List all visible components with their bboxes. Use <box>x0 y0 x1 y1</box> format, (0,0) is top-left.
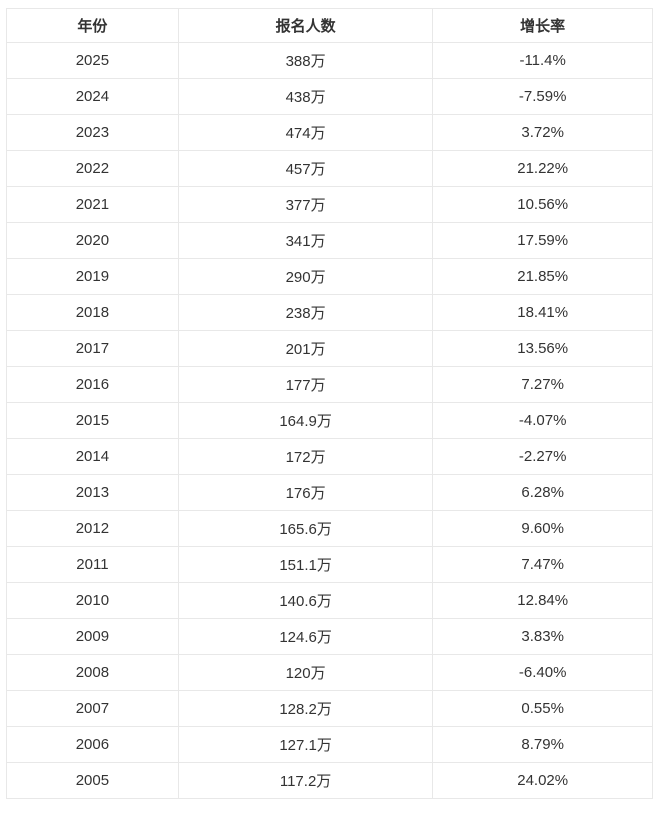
year-cell: 2022 <box>6 150 179 187</box>
year-cell: 2009 <box>6 618 179 655</box>
growth-cell: 21.22% <box>432 150 653 187</box>
applicants-cell: 457万 <box>177 150 434 187</box>
applicants-cell: 341万 <box>177 222 434 259</box>
year-cell: 2014 <box>6 438 179 475</box>
applicants-cell: 238万 <box>177 294 434 331</box>
year-cell: 2021 <box>6 186 179 223</box>
growth-cell: 13.56% <box>432 330 653 367</box>
growth-cell: 3.72% <box>432 114 653 151</box>
table-header: 年份 报名人数 增长率 <box>6 8 653 43</box>
year-cell: 2025 <box>6 42 179 79</box>
table-row: 2022 457万 21.22% <box>6 150 653 187</box>
growth-cell: 21.85% <box>432 258 653 295</box>
year-cell: 2017 <box>6 330 179 367</box>
growth-cell: 10.56% <box>432 186 653 223</box>
column-header: 增长率 <box>432 8 653 43</box>
applicants-cell: 140.6万 <box>177 582 434 619</box>
table-row: 2024 438万 -7.59% <box>6 78 653 115</box>
applicants-cell: 124.6万 <box>177 618 434 655</box>
year-cell: 2013 <box>6 474 179 511</box>
growth-cell: 18.41% <box>432 294 653 331</box>
year-cell: 2011 <box>6 546 179 583</box>
table-row: 2006 127.1万 8.79% <box>6 726 653 763</box>
applicants-cell: 117.2万 <box>177 762 434 799</box>
applicants-cell: 164.9万 <box>177 402 434 439</box>
year-cell: 2010 <box>6 582 179 619</box>
table-row: 2019 290万 21.85% <box>6 258 653 295</box>
growth-cell: 24.02% <box>432 762 653 799</box>
table-row: 2016 177万 7.27% <box>6 366 653 403</box>
applicants-cell: 172万 <box>177 438 434 475</box>
growth-cell: 8.79% <box>432 726 653 763</box>
table-row: 2011 151.1万 7.47% <box>6 546 653 583</box>
growth-cell: 9.60% <box>432 510 653 547</box>
year-cell: 2023 <box>6 114 179 151</box>
growth-cell: 7.27% <box>432 366 653 403</box>
applicants-cell: 438万 <box>177 78 434 115</box>
growth-cell: 12.84% <box>432 582 653 619</box>
table-row: 2018 238万 18.41% <box>6 294 653 331</box>
growth-cell: -4.07% <box>432 402 653 439</box>
table-row: 2021 377万 10.56% <box>6 186 653 223</box>
applicants-cell: 201万 <box>177 330 434 367</box>
applicants-cell: 127.1万 <box>177 726 434 763</box>
table-row: 2007 128.2万 0.55% <box>6 690 653 727</box>
year-cell: 2020 <box>6 222 179 259</box>
table-row: 2012 165.6万 9.60% <box>6 510 653 547</box>
year-cell: 2015 <box>6 402 179 439</box>
growth-cell: 6.28% <box>432 474 653 511</box>
table-row: 2023 474万 3.72% <box>6 114 653 151</box>
applicants-cell: 165.6万 <box>177 510 434 547</box>
column-header: 年份 <box>6 8 179 43</box>
applicants-cell: 377万 <box>177 186 434 223</box>
table-row: 2008 120万 -6.40% <box>6 654 653 691</box>
header-row: 年份 报名人数 增长率 <box>6 8 653 43</box>
year-cell: 2005 <box>6 762 179 799</box>
growth-cell: -6.40% <box>432 654 653 691</box>
year-cell: 2012 <box>6 510 179 547</box>
registration-table: 年份 报名人数 增长率 2025 388万 -11.4% 2024 438万 -7.59% 20… <box>6 8 653 799</box>
applicants-cell: 474万 <box>177 114 434 151</box>
table-row: 2025 388万 -11.4% <box>6 42 653 79</box>
growth-cell: -2.27% <box>432 438 653 475</box>
applicants-cell: 290万 <box>177 258 434 295</box>
growth-cell: 17.59% <box>432 222 653 259</box>
year-cell: 2007 <box>6 690 179 727</box>
table-row: 2020 341万 17.59% <box>6 222 653 259</box>
growth-cell: -7.59% <box>432 78 653 115</box>
table-row: 2005 117.2万 24.02% <box>6 762 653 799</box>
year-cell: 2008 <box>6 654 179 691</box>
table-row: 2017 201万 13.56% <box>6 330 653 367</box>
applicants-cell: 177万 <box>177 366 434 403</box>
growth-cell: 0.55% <box>432 690 653 727</box>
table-row: 2014 172万 -2.27% <box>6 438 653 475</box>
table-row: 2013 176万 6.28% <box>6 474 653 511</box>
growth-cell: -11.4% <box>432 42 653 79</box>
year-cell: 2024 <box>6 78 179 115</box>
year-cell: 2019 <box>6 258 179 295</box>
applicants-cell: 151.1万 <box>177 546 434 583</box>
column-header: 报名人数 <box>177 8 434 43</box>
table-body: 2025 388万 -11.4% 2024 438万 -7.59% 2023 474万 3.72… <box>6 42 653 799</box>
applicants-cell: 176万 <box>177 474 434 511</box>
year-cell: 2018 <box>6 294 179 331</box>
applicants-cell: 128.2万 <box>177 690 434 727</box>
year-cell: 2016 <box>6 366 179 403</box>
applicants-cell: 120万 <box>177 654 434 691</box>
table-row: 2009 124.6万 3.83% <box>6 618 653 655</box>
table-row: 2015 164.9万 -4.07% <box>6 402 653 439</box>
growth-cell: 3.83% <box>432 618 653 655</box>
growth-cell: 7.47% <box>432 546 653 583</box>
table-row: 2010 140.6万 12.84% <box>6 582 653 619</box>
applicants-cell: 388万 <box>177 42 434 79</box>
year-cell: 2006 <box>6 726 179 763</box>
